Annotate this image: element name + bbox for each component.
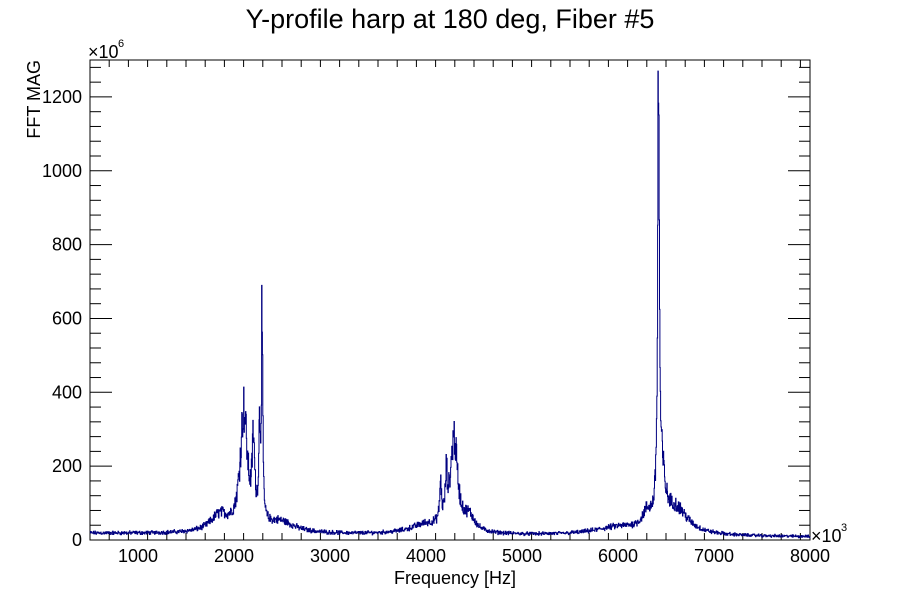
y-multiplier: ×10 6 (88, 38, 124, 62)
x-tick-label: 6000 (598, 546, 638, 566)
y-tick-label: 1200 (42, 87, 82, 107)
y-multiplier-exponent: 6 (118, 38, 124, 50)
y-axis-title: FFT MAG (24, 60, 44, 139)
x-multiplier-base: ×10 (811, 526, 842, 546)
y-multiplier-base: ×10 (88, 42, 119, 62)
y-tick-label: 600 (52, 308, 82, 328)
y-tick-label: 800 (52, 235, 82, 255)
y-tick-label: 400 (52, 382, 82, 402)
y-tick-label: 200 (52, 456, 82, 476)
fft-series-line (89, 70, 811, 539)
axis-ticks (89, 60, 810, 541)
x-tick-label: 4000 (406, 546, 446, 566)
x-multiplier: ×10 3 (811, 522, 847, 546)
x-tick-label: 5000 (502, 546, 542, 566)
plot-frame (89, 59, 811, 541)
y-tick-label: 0 (72, 530, 82, 550)
x-multiplier-exponent: 3 (841, 522, 847, 534)
y-tick-label: 1000 (42, 161, 82, 181)
x-tick-label: 8000 (790, 546, 830, 566)
x-tick-label: 1000 (118, 546, 158, 566)
x-tick-label: 3000 (310, 546, 350, 566)
chart-title: Y-profile harp at 180 deg, Fiber #5 (246, 4, 655, 34)
x-tick-label: 2000 (214, 546, 254, 566)
x-tick-labels: 1000 2000 3000 4000 5000 6000 7000 8000 (118, 546, 830, 566)
x-tick-label: 7000 (694, 546, 734, 566)
x-axis-title: Frequency [Hz] (394, 568, 516, 588)
y-tick-labels: 0 200 400 600 800 1000 1200 (42, 87, 82, 550)
